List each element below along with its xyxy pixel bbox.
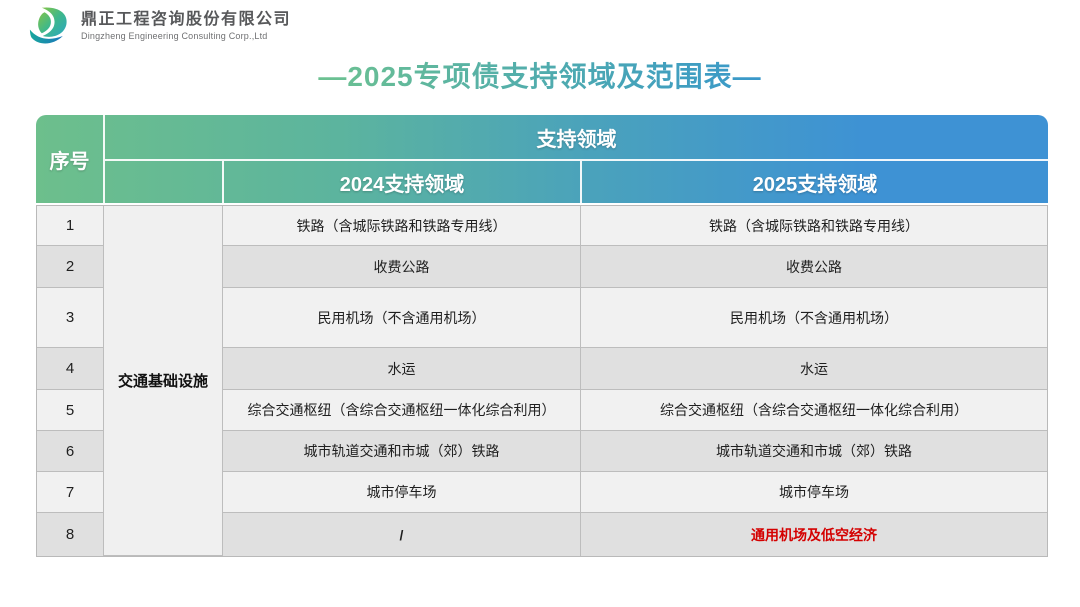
table-body: 交通基础设施 1 铁路（含城际铁路和铁路专用线） 铁路（含城际铁路和铁路专用线）…	[36, 205, 1048, 557]
header-2024: 2024支持领域	[339, 173, 465, 196]
serial-cell: 4	[37, 348, 104, 390]
table-header: 序号 支持领域 2024支持领域 2025支持领域	[36, 115, 1048, 203]
cell-2025: 城市停车场	[581, 472, 1047, 513]
support-areas-table: 序号 支持领域 2024支持领域 2025支持领域 交通基础设施 1 铁路（含城…	[36, 115, 1048, 557]
header-divider	[105, 159, 1048, 161]
logo-d-icon	[29, 7, 67, 44]
cell-2024: 民用机场（不含通用机场）	[223, 288, 581, 348]
header-divider	[103, 115, 105, 203]
header-serial: 序号	[49, 150, 90, 173]
cell-2024: 水运	[223, 348, 581, 390]
cell-2025: 民用机场（不含通用机场）	[581, 288, 1047, 348]
serial-cell: 5	[37, 390, 104, 431]
cell-2025: 铁路（含城际铁路和铁路专用线）	[581, 206, 1047, 246]
serial-cell: 6	[37, 431, 104, 472]
cell-2024: /	[223, 513, 581, 556]
header-divider	[222, 161, 224, 203]
serial-cell: 8	[37, 513, 104, 556]
page-title: —2025专项债支持领域及范围表—	[0, 55, 1080, 95]
cell-2025: 收费公路	[581, 246, 1047, 288]
serial-cell: 1	[37, 206, 104, 246]
header-2025: 2025支持领域	[752, 173, 878, 196]
serial-cell: 3	[37, 288, 104, 348]
company-name-en: Dingzheng Engineering Consulting Corp.,L…	[81, 31, 268, 42]
company-logo: 鼎正工程咨询股份有限公司 Dingzheng Engineering Consu…	[28, 5, 291, 47]
cell-2025: 水运	[581, 348, 1047, 390]
serial-cell: 7	[37, 472, 104, 513]
header-divider	[580, 161, 582, 203]
cell-2024: 收费公路	[223, 246, 581, 288]
serial-cell: 2	[37, 246, 104, 288]
cell-2024: 综合交通枢纽（含综合交通枢纽一体化综合利用）	[223, 390, 581, 431]
cell-2025: 城市轨道交通和市城（郊）铁路	[581, 431, 1047, 472]
cell-2024: 城市停车场	[223, 472, 581, 513]
cell-2025-highlight: 通用机场及低空经济	[581, 513, 1047, 556]
header-support-area: 支持领域	[536, 128, 617, 151]
cell-2024: 城市轨道交通和市城（郊）铁路	[223, 431, 581, 472]
company-name-cn: 鼎正工程咨询股份有限公司	[81, 10, 292, 28]
cell-2025: 综合交通枢纽（含综合交通枢纽一体化综合利用）	[581, 390, 1047, 431]
category-cell: 交通基础设施	[104, 206, 223, 556]
cell-2024: 铁路（含城际铁路和铁路专用线）	[223, 206, 581, 246]
